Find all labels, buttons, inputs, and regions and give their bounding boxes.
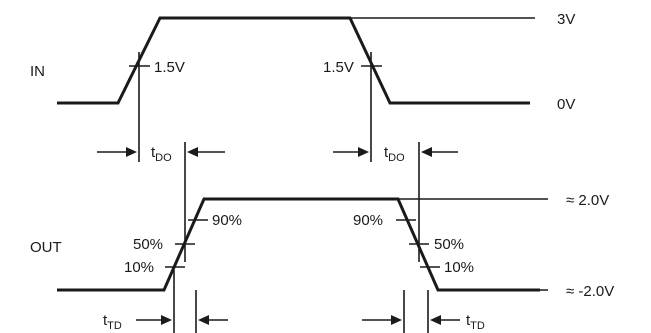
tdo-fall-right-arrowhead [421,147,432,157]
ttd-fall-left-arrowhead [391,315,402,325]
ttd-rise-right-arrowhead [198,315,209,325]
ttd-fall-label-sub: TD [470,320,485,332]
out-rise-50-label: 50% [133,236,163,253]
in-signal-label: IN [30,63,45,80]
out-rise-90-label: 90% [212,212,242,229]
ttd-rise-label-main: t [103,312,108,329]
tdo-rise-measurement [97,147,225,157]
in-waveform [57,16,530,105]
ttd-fall-label: tTD [466,312,485,332]
tdo-fall-left-arrowhead [358,147,369,157]
tdo-rise-label-sub: DO [155,152,172,164]
ttd-fall-label-main: t [466,312,471,329]
tdo-fall-label-main: t [384,144,389,161]
out-fall-90-label: 90% [353,212,383,229]
tdo-fall-measurement [333,147,458,157]
tdo-rise-label-main: t [151,144,156,161]
in-signal-group [57,16,535,162]
ttd-rise-left-arrowhead [161,315,172,325]
out-signal-group [57,142,548,333]
tdo-fall-label-sub: DO [388,152,405,164]
ttd-rise-measurement [136,315,228,325]
ttd-fall-right-arrowhead [430,315,441,325]
in-fall-threshold-label: 1.5V [323,59,354,76]
out-waveform [57,197,540,292]
tdo-rise-right-arrowhead [187,147,198,157]
tdo-fall-label: tDO [384,144,405,164]
in-low-level-label: 0V [557,96,575,113]
out-low-level-label: ≈ -2.0V [566,283,614,300]
out-high-level-label: ≈ 2.0V [566,192,609,209]
out-rise-10-label: 10% [124,259,154,276]
in-rise-threshold-label: 1.5V [154,59,185,76]
ttd-fall-measurement [362,315,460,325]
out-fall-10-label: 10% [444,259,474,276]
out-signal-label: OUT [30,239,62,256]
out-fall-50-label: 50% [434,236,464,253]
ttd-rise-label: tTD [103,312,122,332]
tdo-rise-left-arrowhead [126,147,137,157]
tdo-rise-label: tDO [151,144,172,164]
in-high-level-label: 3V [557,11,575,28]
ttd-rise-label-sub: TD [107,320,122,332]
